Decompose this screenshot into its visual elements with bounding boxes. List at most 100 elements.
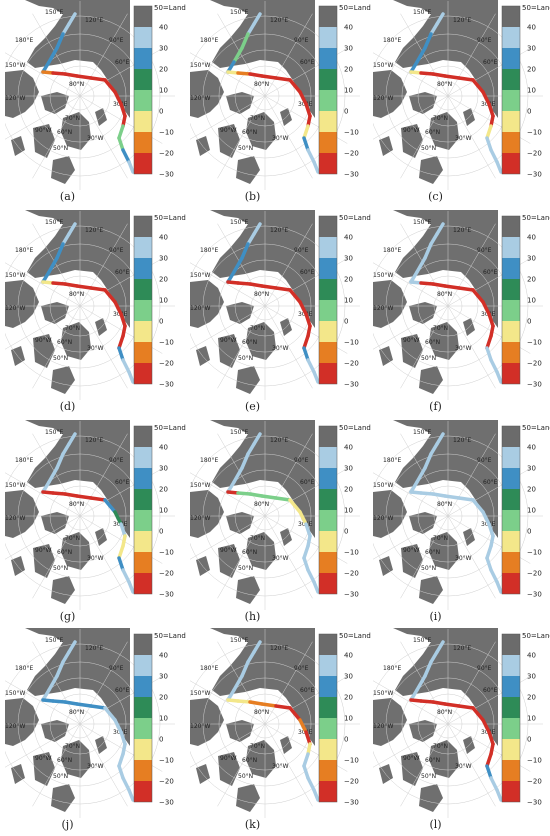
colorbar-segment	[502, 153, 520, 174]
route-segment	[485, 752, 493, 768]
route-segment	[298, 510, 308, 526]
map-panel: 150°E 120°E 90°E 60°E 180°E 150°W 120°W 80°N 30°…	[5, 0, 188, 208]
route-segment	[240, 452, 250, 470]
colorbar-tick-label: 20	[527, 694, 536, 702]
graticule-label: 120°W	[373, 305, 393, 312]
colorbar-tick-label: 40	[344, 444, 353, 452]
polar-map: 150°E 120°E 90°E 60°E 180°E 150°W 120°W 80°N 30°…	[373, 628, 550, 818]
route-segment	[495, 788, 503, 802]
graticule-label: 90°W	[220, 127, 237, 134]
route-segment	[260, 74, 278, 80]
graticule-label: 60°N	[242, 549, 257, 556]
graticule-label: 60°N	[57, 339, 72, 346]
colorbar-segment	[319, 697, 337, 718]
colorbar-tick-label: 40	[527, 652, 536, 660]
graticule-label: 90°E	[294, 457, 309, 464]
graticule-label: 90°W	[35, 547, 52, 554]
graticule-label: 30°W	[455, 345, 472, 352]
colorbar-segment	[134, 6, 152, 27]
route-segment	[274, 76, 292, 82]
graticule-label: 50°N	[238, 565, 253, 572]
route-segment	[119, 522, 127, 538]
colorbar-segment	[134, 697, 152, 718]
graticule-label: 80°N	[254, 501, 269, 508]
colorbar-tick-label: 10	[344, 507, 353, 515]
colorbar-segment	[319, 676, 337, 697]
route-segment	[113, 300, 123, 316]
route-segment	[457, 496, 475, 502]
route-segment	[485, 334, 493, 350]
graticule-label: 150°E	[230, 429, 248, 436]
route-segment	[226, 688, 236, 702]
colorbar-segment	[134, 781, 152, 802]
route-segment	[306, 358, 316, 374]
route-segment	[75, 494, 93, 500]
colorbar-tick-label: 40	[159, 652, 168, 660]
route-segment	[117, 334, 125, 350]
colorbar-segment	[319, 447, 337, 468]
colorbar-tick-label: −30	[159, 381, 174, 389]
graticule-label: 90°E	[477, 457, 492, 464]
graticule-label: 150°E	[45, 219, 63, 226]
colorbar-land-label: 50=Land	[339, 632, 371, 640]
graticule-label: 80°N	[437, 709, 452, 716]
colorbar-segment	[319, 718, 337, 739]
graticule-label: 120°W	[373, 515, 393, 522]
colorbar-tick-label: 10	[527, 297, 536, 305]
graticule-label: 90°W	[403, 547, 420, 554]
graticule-label: 90°E	[477, 247, 492, 254]
colorbar-segment	[134, 300, 152, 321]
colorbar-tick-label: −20	[527, 360, 542, 368]
colorbar-tick-label: 30	[527, 673, 536, 681]
colorbar-land-label: 50=Land	[339, 4, 371, 12]
graticule-label: 60°E	[483, 687, 498, 694]
colorbar-segment	[134, 739, 152, 760]
route-segment	[274, 704, 292, 710]
graticule-label: 70°N	[433, 743, 448, 750]
map-panel: 150°E 120°E 90°E 60°E 180°E 150°W 120°W 80°N 30°…	[373, 210, 550, 418]
graticule-label: 180°E	[200, 665, 218, 672]
route-segment	[236, 71, 252, 76]
graticule-label: 80°N	[254, 291, 269, 298]
map-panel: 150°E 120°E 90°E 60°E 180°E 150°W 120°W 80°N 30°…	[190, 0, 373, 208]
route-segment	[240, 32, 250, 50]
graticule-label: 60°N	[57, 549, 72, 556]
graticule-label: 70°N	[65, 325, 80, 332]
route-segment	[246, 442, 256, 456]
route-segment	[117, 752, 125, 768]
graticule-label: 70°N	[250, 325, 265, 332]
graticule-label: 60°N	[425, 757, 440, 764]
route-segment	[117, 556, 125, 572]
colorbar-tick-label: 30	[344, 45, 353, 53]
route-segment	[457, 286, 475, 292]
colorbar-tick-label: −20	[527, 570, 542, 578]
graticule-label: 150°E	[230, 637, 248, 644]
route-segment	[117, 124, 125, 140]
route-segment	[113, 718, 123, 734]
graticule-label: 90°W	[220, 547, 237, 554]
colorbar-tick-label: 20	[159, 486, 168, 494]
route-segment	[47, 256, 59, 274]
graticule-label: 120°E	[453, 227, 471, 234]
colorbar-tick-label: −20	[527, 778, 542, 786]
graticule-label: 70°N	[65, 115, 80, 122]
colorbar-segment	[502, 300, 520, 321]
route-segment	[51, 699, 67, 704]
graticule-label: 30°W	[272, 135, 289, 142]
route-segment	[121, 358, 131, 374]
route-segment	[415, 466, 427, 484]
colorbar-segment	[319, 363, 337, 384]
graticule-label: 70°N	[250, 115, 265, 122]
colorbar-segment	[134, 321, 152, 342]
map-panel: 150°E 120°E 90°E 60°E 180°E 150°W 120°W 80°N 30°…	[373, 628, 550, 836]
colorbar-tick-label: 20	[344, 486, 353, 494]
colorbar-tick-label: −10	[159, 339, 174, 347]
colorbar-segment	[502, 697, 520, 718]
colorbar-segment	[319, 258, 337, 279]
route-segment	[89, 286, 107, 292]
route-segment	[288, 78, 302, 94]
route-segment	[248, 282, 264, 288]
colorbar-tick-label: −30	[527, 381, 542, 389]
colorbar-land-label: 50=Land	[522, 214, 550, 222]
route-segment	[435, 432, 445, 446]
